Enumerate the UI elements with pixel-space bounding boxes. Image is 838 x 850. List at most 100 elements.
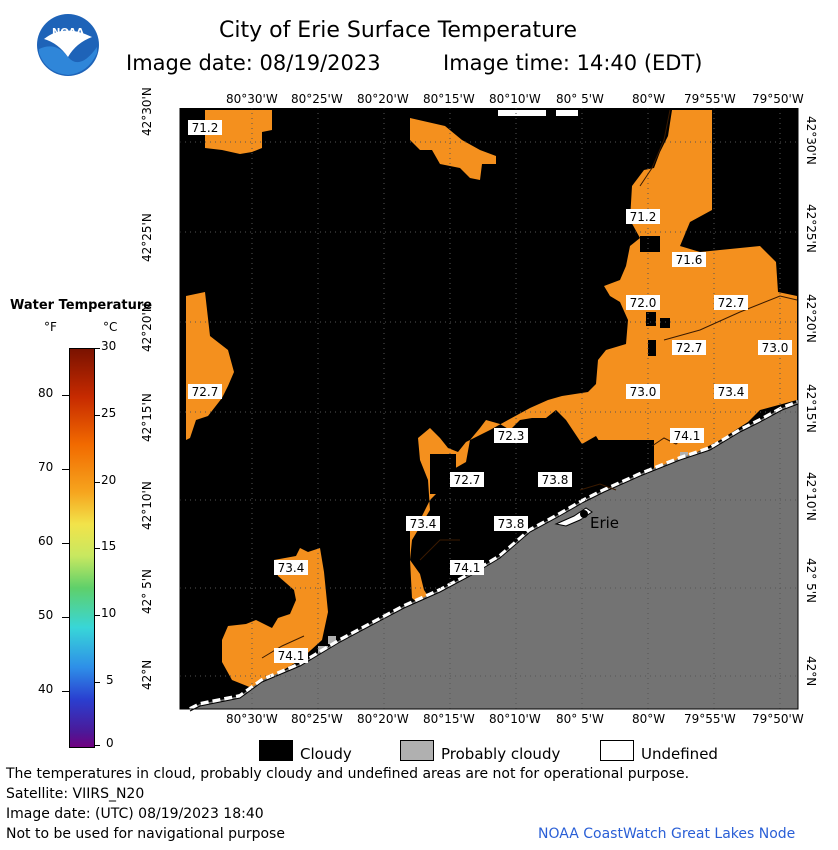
c-tick-line bbox=[94, 482, 100, 483]
credit-text: NOAA CoastWatch Great Lakes Node bbox=[538, 826, 796, 842]
f-tick-line bbox=[62, 617, 69, 618]
erie-label: Erie bbox=[590, 514, 619, 532]
key-probably-cloudy-label: Probably cloudy bbox=[441, 745, 561, 763]
c-tick-line bbox=[94, 615, 100, 616]
lon-label-bottom: 80°W bbox=[632, 712, 666, 726]
lat-label-left: 42°30'N bbox=[140, 87, 154, 136]
utc-date-text: Image date: (UTC) 08/19/2023 18:40 bbox=[6, 806, 264, 822]
f-tick-label: 40 bbox=[38, 682, 54, 696]
lat-label-right: 42°10'N bbox=[804, 472, 818, 521]
erie-marker bbox=[580, 510, 588, 518]
water-region-east bbox=[410, 110, 797, 610]
lat-label-left: 42° 5'N bbox=[140, 569, 154, 614]
f-tick-label: 70 bbox=[38, 460, 54, 474]
lon-label-bottom: 80°30'W bbox=[226, 712, 278, 726]
c-tick-label: 5 bbox=[106, 673, 114, 687]
temp-label: 73.8 bbox=[498, 517, 525, 531]
temp-label: 72.7 bbox=[454, 473, 481, 487]
legend-unit-c: °C bbox=[103, 320, 118, 334]
f-tick-line bbox=[62, 469, 69, 470]
disclaimer-text: The temperatures in cloud, probably clou… bbox=[6, 766, 690, 782]
temp-label: 74.1 bbox=[674, 429, 701, 443]
lon-label-bottom: 80° 5'W bbox=[556, 712, 604, 726]
lat-label-left: 42°N bbox=[140, 659, 154, 690]
lat-label-right: 42°20'N bbox=[804, 294, 818, 343]
c-tick-label: 10 bbox=[101, 606, 117, 620]
temp-label: 74.1 bbox=[278, 649, 305, 663]
temp-label: 73.4 bbox=[278, 561, 305, 575]
c-tick-line bbox=[94, 415, 100, 416]
f-tick-line bbox=[62, 395, 69, 396]
temp-label: 73.4 bbox=[718, 385, 745, 399]
lon-label-top: 80°15'W bbox=[423, 92, 475, 106]
shoreline-outline bbox=[189, 403, 799, 712]
lon-label-top: 80°30'W bbox=[226, 92, 278, 106]
lat-label-right: 42°25'N bbox=[804, 204, 818, 253]
legend-unit-f: °F bbox=[44, 320, 57, 334]
image-time: Image time: 14:40 (EDT) bbox=[443, 51, 703, 75]
lon-label-top: 80°20'W bbox=[357, 92, 409, 106]
temp-label: 73.0 bbox=[762, 341, 789, 355]
lat-label-left: 42°20'N bbox=[140, 303, 154, 352]
c-tick-label: 25 bbox=[101, 406, 117, 420]
temp-label: 71.2 bbox=[630, 210, 657, 224]
lon-label-bottom: 80°25'W bbox=[291, 712, 343, 726]
legend-title: Water Temperature bbox=[10, 298, 153, 313]
key-undefined-label: Undefined bbox=[641, 745, 718, 763]
lon-label-top: 79°55'W bbox=[684, 92, 736, 106]
c-tick-label: 30 bbox=[101, 339, 117, 353]
cloud-specks bbox=[430, 236, 670, 494]
f-tick-label: 50 bbox=[38, 608, 54, 622]
land-area bbox=[190, 402, 798, 709]
image-date: Image date: 08/19/2023 bbox=[126, 51, 381, 75]
f-tick-line bbox=[62, 691, 69, 692]
c-tick-line bbox=[94, 548, 100, 549]
key-cloudy-swatch bbox=[259, 740, 293, 761]
lon-label-top: 79°50'W bbox=[752, 92, 804, 106]
temp-label: 71.6 bbox=[676, 253, 703, 267]
lat-label-right: 42°N bbox=[804, 656, 818, 687]
f-tick-label: 60 bbox=[38, 534, 54, 548]
lat-label-right: 42° 5'N bbox=[804, 558, 818, 603]
key-undefined-swatch bbox=[600, 740, 634, 761]
f-tick-label: 80 bbox=[38, 386, 54, 400]
lon-label-top: 80°W bbox=[632, 92, 666, 106]
graticule bbox=[180, 108, 798, 709]
noaa-logo: NOAA bbox=[36, 13, 100, 77]
lon-label-top: 80°25'W bbox=[291, 92, 343, 106]
lat-label-right: 42°30'N bbox=[804, 116, 818, 165]
lat-label-left: 42°10'N bbox=[140, 481, 154, 530]
lat-label-left: 42°15'N bbox=[140, 393, 154, 442]
temperature-color-bar bbox=[69, 348, 95, 748]
lat-label-right: 42°15'N bbox=[804, 384, 818, 433]
page-title: City of Erie Surface Temperature bbox=[219, 18, 578, 43]
temperature-labels: 71.2 71.2 71.6 72.0 72.7 72.7 73.0 72.7 … bbox=[188, 120, 792, 663]
temp-label: 71.2 bbox=[192, 121, 219, 135]
temp-label: 73.0 bbox=[630, 385, 657, 399]
sst-map: Erie 71.2 71.2 71.6 72.0 72.7 72.7 73.0 … bbox=[179, 108, 799, 712]
lat-label-left: 42°25'N bbox=[140, 213, 154, 262]
temp-label: 73.8 bbox=[542, 473, 569, 487]
undefined-top-strip bbox=[498, 110, 578, 116]
temp-label: 72.7 bbox=[718, 296, 745, 310]
c-tick-label: 20 bbox=[101, 473, 117, 487]
c-tick-line bbox=[94, 348, 100, 349]
lon-label-bottom: 80°20'W bbox=[357, 712, 409, 726]
temp-label: 72.7 bbox=[192, 385, 219, 399]
lon-label-bottom: 79°55'W bbox=[684, 712, 736, 726]
c-tick-label: 15 bbox=[101, 539, 117, 553]
noaa-logo-text: NOAA bbox=[52, 27, 84, 38]
undefined-shoreline bbox=[189, 400, 799, 711]
temp-label: 72.0 bbox=[630, 296, 657, 310]
c-tick-line bbox=[94, 745, 100, 746]
lon-label-top: 80°10'W bbox=[489, 92, 541, 106]
c-tick-line bbox=[94, 682, 100, 683]
temperature-contours bbox=[261, 109, 798, 659]
lon-label-bottom: 80°10'W bbox=[489, 712, 541, 726]
lon-label-top: 80° 5'W bbox=[556, 92, 604, 106]
water-region-north-center bbox=[410, 118, 496, 180]
temp-label: 72.7 bbox=[676, 341, 703, 355]
lon-label-bottom: 80°15'W bbox=[423, 712, 475, 726]
key-probably-cloudy-swatch bbox=[400, 740, 434, 761]
nav-warning-text: Not to be used for navigational purpose bbox=[6, 826, 285, 842]
